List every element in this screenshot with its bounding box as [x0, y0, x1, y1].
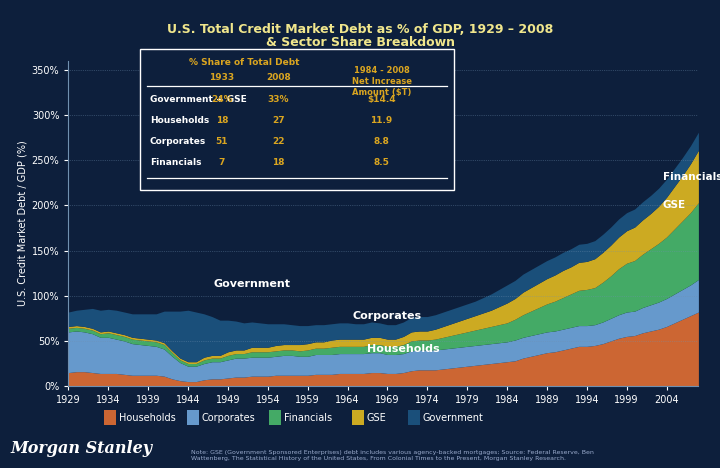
Text: Government + GSE: Government + GSE: [150, 95, 246, 104]
Text: 33%: 33%: [267, 95, 289, 104]
Text: 24%: 24%: [211, 95, 233, 104]
Text: 18: 18: [272, 158, 284, 168]
Bar: [352, 410, 364, 425]
Text: 1984 - 2008
Net Increase
Amount ($T): 1984 - 2008 Net Increase Amount ($T): [351, 66, 412, 97]
Text: Households: Households: [150, 116, 209, 125]
Text: 51: 51: [215, 137, 228, 146]
Text: Financials: Financials: [284, 413, 333, 423]
Text: Financials: Financials: [662, 172, 720, 182]
Text: 22: 22: [272, 137, 284, 146]
Text: 2008: 2008: [266, 73, 291, 82]
Text: % Share of Total Debt: % Share of Total Debt: [189, 58, 299, 66]
Text: Government: Government: [213, 279, 290, 289]
Bar: [408, 410, 420, 425]
Text: 7: 7: [219, 158, 225, 168]
Text: 1933: 1933: [210, 73, 235, 82]
Text: Note: GSE (Government Sponsored Enterprises) debt includes various agency-backed: Note: GSE (Government Sponsored Enterpri…: [191, 450, 594, 461]
Text: 18: 18: [215, 116, 228, 125]
Bar: [104, 410, 116, 425]
Text: 8.8: 8.8: [374, 137, 390, 146]
Text: Households: Households: [120, 413, 176, 423]
Text: Corporates: Corporates: [353, 311, 422, 321]
Text: Morgan Stanley: Morgan Stanley: [11, 440, 153, 457]
Text: Government: Government: [423, 413, 484, 423]
Text: Households: Households: [367, 344, 440, 354]
FancyBboxPatch shape: [140, 49, 454, 190]
Text: Corporates: Corporates: [202, 413, 256, 423]
Text: & Sector Share Breakdown: & Sector Share Breakdown: [266, 36, 454, 49]
Y-axis label: U.S. Credit Market Debt / GDP (%): U.S. Credit Market Debt / GDP (%): [17, 140, 27, 307]
Text: 8.5: 8.5: [374, 158, 390, 168]
Bar: [186, 410, 199, 425]
Text: 11.9: 11.9: [370, 116, 392, 125]
Text: U.S. Total Credit Market Debt as % of GDP, 1929 – 2008: U.S. Total Credit Market Debt as % of GD…: [167, 22, 553, 36]
Text: 27: 27: [272, 116, 284, 125]
Text: $14.4: $14.4: [367, 95, 396, 104]
Text: GSE: GSE: [367, 413, 387, 423]
Text: Financials: Financials: [150, 158, 202, 168]
Text: Corporates: Corporates: [150, 137, 206, 146]
Bar: [269, 410, 281, 425]
Text: GSE: GSE: [662, 200, 685, 210]
